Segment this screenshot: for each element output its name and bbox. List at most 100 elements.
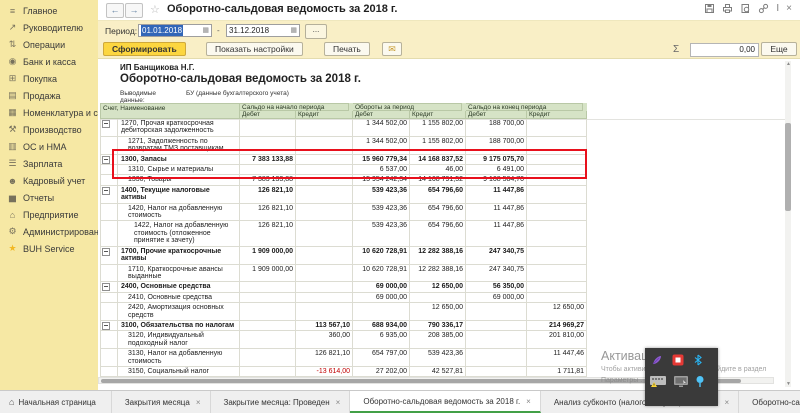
- expander-icon[interactable]: [102, 283, 110, 291]
- history-forward-button[interactable]: →: [125, 3, 143, 18]
- expander-icon[interactable]: [102, 248, 110, 256]
- sidebar-item[interactable]: ☻ Кадровый учет: [0, 172, 98, 189]
- opening-credit-cell: [296, 165, 353, 174]
- sidebar-item[interactable]: ⇅ Операции: [0, 36, 98, 53]
- table-row[interactable]: 1271, Задолженность по возвратам ТМЗ пос…: [100, 137, 587, 155]
- calendar-icon[interactable]: ▦: [290, 25, 297, 36]
- generate-button[interactable]: Сформировать: [103, 42, 186, 56]
- turnover-debit-cell: 15 954 242,34: [353, 175, 410, 184]
- sidebar-section-icon: ⇅: [7, 39, 18, 50]
- window-tab[interactable]: Оборотно-сальдовая ведомость за 2018 г. …: [350, 391, 541, 413]
- close-icon[interactable]: ×: [786, 3, 792, 14]
- turnover-debit-cell: 6 537,00: [353, 165, 410, 174]
- calendar-icon[interactable]: ▦: [202, 25, 209, 36]
- sidebar-item[interactable]: ≡ Главное: [0, 2, 98, 19]
- section-panel: ≡ Главное ↗ Руководителю ⇅ Операции ◉ Ба…: [0, 0, 98, 390]
- table-row[interactable]: 1300, Запасы 7 383 133,88 15 960 779,34 …: [100, 155, 587, 165]
- keyboard-icon[interactable]: [649, 374, 667, 388]
- display-icon[interactable]: [673, 375, 689, 388]
- table-row[interactable]: 1270, Прочая краткосрочная дебиторская з…: [100, 119, 587, 137]
- table-row[interactable]: 3100, Обязательства по налогам 113 567,1…: [100, 321, 587, 331]
- table-row[interactable]: 1330, Товары 7 383 133,88 15 954 242,34 …: [100, 175, 587, 185]
- table-row[interactable]: 2420, Амортизация основных средств 12 65…: [100, 303, 587, 321]
- text-cursor-icon[interactable]: I: [776, 3, 779, 14]
- link-icon[interactable]: [758, 3, 769, 14]
- period-from-input[interactable]: 01.01.2018 ▦: [138, 24, 212, 37]
- window-tab[interactable]: Закрытие месяца: Проведен ×: [211, 391, 351, 413]
- tree-cell: [100, 282, 118, 291]
- column-header-account: Счет, Наименование: [100, 103, 240, 119]
- home-icon: ⌂: [9, 397, 14, 407]
- red-app-icon[interactable]: [672, 354, 684, 366]
- more-button[interactable]: Еще ▾: [761, 42, 797, 56]
- balance-table: Счет, Наименование Сальдо на начало пери…: [100, 103, 587, 377]
- tab-close-icon[interactable]: ×: [526, 397, 531, 406]
- sidebar-item[interactable]: ⌂ Предприятие: [0, 206, 98, 223]
- sidebar-item[interactable]: ▅ Отчеты: [0, 189, 98, 206]
- sidebar-item[interactable]: ⚙ Администрирование: [0, 223, 98, 240]
- turnover-debit-cell: [353, 303, 410, 320]
- preview-icon[interactable]: [740, 3, 751, 14]
- tree-cell: [100, 303, 118, 320]
- table-row[interactable]: 1420, Налог на добавленную стоимость 126…: [100, 204, 587, 222]
- save-icon[interactable]: [704, 3, 715, 14]
- window-tab[interactable]: Оборотно-сальдовая ведомость (налоговый …: [739, 391, 800, 413]
- table-row[interactable]: 1310, Сырье и материалы 6 537,00 46,00 6…: [100, 165, 587, 175]
- sidebar-item[interactable]: ⚒ Производство: [0, 121, 98, 138]
- pin-icon[interactable]: [695, 375, 705, 388]
- sidebar-item[interactable]: ◉ Банк и касса: [0, 53, 98, 70]
- opening-credit-cell: [296, 137, 353, 154]
- table-row[interactable]: 1422, Налог на добавленную стоимость (от…: [100, 221, 587, 246]
- tab-close-icon[interactable]: ×: [725, 398, 730, 407]
- print-button[interactable]: Печать: [324, 42, 370, 56]
- expander-icon[interactable]: [102, 322, 110, 330]
- vertical-scrollbar-thumb[interactable]: [785, 123, 791, 211]
- closing-debit-cell: [466, 303, 527, 320]
- table-row[interactable]: 1710, Краткосрочные авансы выданные 1 90…: [100, 265, 587, 283]
- sidebar-item[interactable]: ★ BUH Service: [0, 240, 98, 257]
- sum-field[interactable]: 0,00: [690, 43, 759, 57]
- tree-cell: [100, 265, 118, 282]
- turnover-debit-cell: 69 000,00: [353, 282, 410, 291]
- sidebar-item[interactable]: ☰ Зарплата: [0, 155, 98, 172]
- window-tab[interactable]: Закрытия месяца ×: [112, 391, 211, 413]
- scroll-down-arrow[interactable]: ▼: [786, 381, 791, 387]
- table-row[interactable]: 3130, Налог на добавленную стоимость 126…: [100, 349, 587, 367]
- turnover-debit-cell: 1 344 502,00: [353, 119, 410, 136]
- table-row[interactable]: 2400, Основные средства 69 000,00 12 650…: [100, 282, 587, 292]
- show-settings-button[interactable]: Показать настройки: [206, 42, 303, 56]
- table-row[interactable]: 1700, Прочие краткосрочные активы 1 909 …: [100, 247, 587, 265]
- history-back-button[interactable]: ←: [106, 3, 124, 18]
- print-icon[interactable]: [722, 3, 733, 14]
- expander-icon[interactable]: [102, 187, 110, 195]
- sidebar-item[interactable]: ▦ Номенклатура и склад: [0, 104, 98, 121]
- scroll-up-arrow[interactable]: ▲: [786, 61, 791, 67]
- table-row[interactable]: 1400, Текущие налоговые активы 126 821,1…: [100, 186, 587, 204]
- period-to-input[interactable]: 31.12.2018 ▦: [226, 24, 300, 37]
- tab-close-icon[interactable]: ×: [336, 398, 341, 407]
- turnover-credit-cell: 539 423,36: [410, 349, 466, 366]
- tab-close-icon[interactable]: ×: [196, 398, 201, 407]
- expander-icon[interactable]: [102, 120, 110, 128]
- sidebar-item[interactable]: ⊞ Покупка: [0, 70, 98, 87]
- feather-icon[interactable]: [651, 354, 663, 366]
- table-row[interactable]: 3120, Индивидуальный подоходный налог 36…: [100, 331, 587, 349]
- bluetooth-icon[interactable]: [693, 354, 703, 366]
- favorite-star-icon[interactable]: ☆: [150, 3, 160, 16]
- table-row[interactable]: 3150, Социальный налог -13 614,00 27 202…: [100, 367, 587, 377]
- opening-debit-cell: 126 821,10: [240, 204, 296, 221]
- expander-icon[interactable]: [102, 156, 110, 164]
- sidebar-item[interactable]: ↗ Руководителю: [0, 19, 98, 36]
- column-group-turnover: Обороты за период: [353, 103, 462, 111]
- window-tab[interactable]: ⌂ Начальная страница: [0, 391, 112, 413]
- table-row[interactable]: 2410, Основные средства 69 000,00 69 000…: [100, 293, 587, 303]
- system-tray-popup: [645, 348, 718, 406]
- vertical-scrollbar[interactable]: [785, 61, 791, 387]
- turnover-debit-cell: 539 423,36: [353, 204, 410, 221]
- closing-credit-cell: [527, 221, 587, 245]
- mail-button[interactable]: ✉: [382, 42, 402, 56]
- sidebar-item[interactable]: ▥ ОС и НМА: [0, 138, 98, 155]
- opening-debit-cell: 126 821,10: [240, 186, 296, 203]
- period-more-button[interactable]: ...: [305, 24, 327, 39]
- sidebar-item[interactable]: ▤ Продажа: [0, 87, 98, 104]
